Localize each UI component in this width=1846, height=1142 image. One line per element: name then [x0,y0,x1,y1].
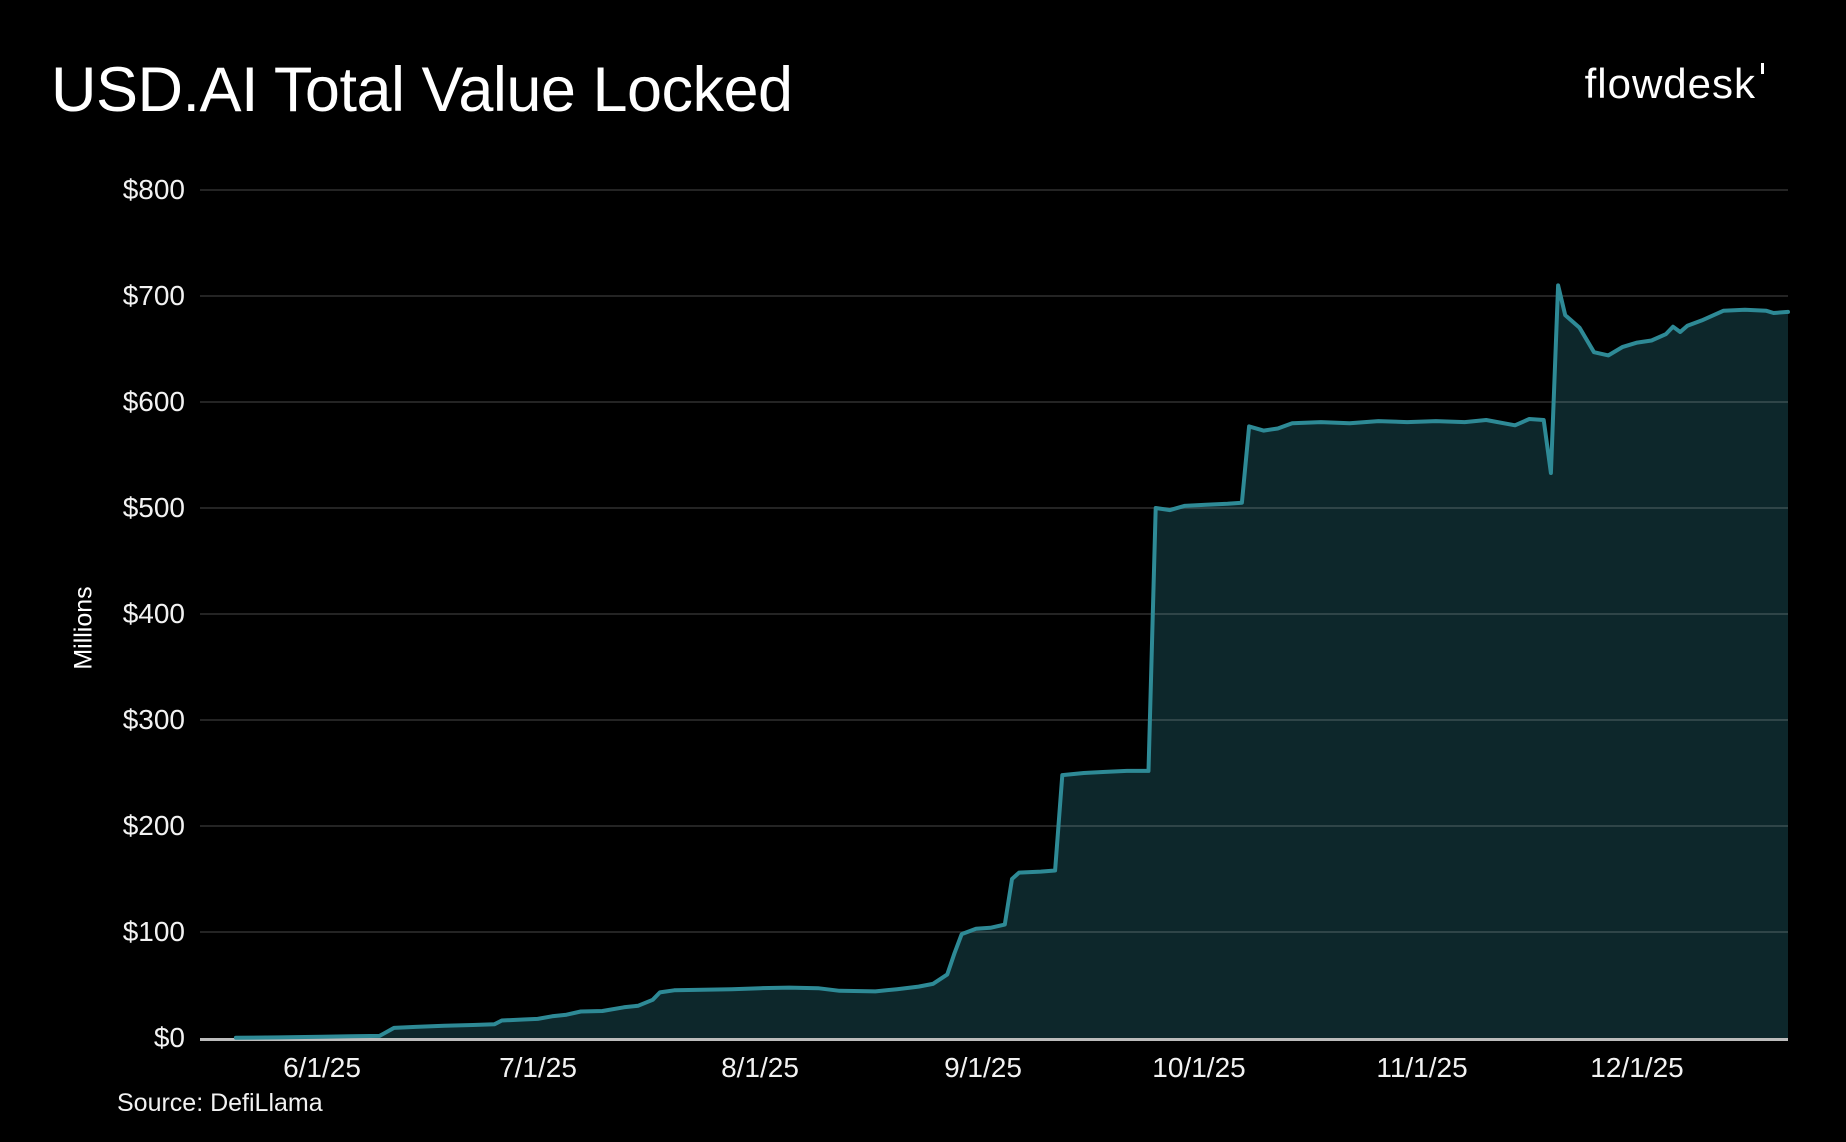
y-tick-label: $600 [122,386,185,417]
y-tick-label: $200 [122,810,185,841]
y-tick-label: $300 [122,704,185,735]
tvl-area-fill [235,285,1788,1038]
x-tick-label: 9/1/25 [944,1052,1022,1083]
x-tick-label: 10/1/25 [1152,1052,1246,1083]
y-tick-label: $500 [122,492,185,523]
source-note: Source: DefiLlama [117,1089,323,1117]
flowdesk-logo-text: flowdesk [1584,60,1756,107]
x-tick-label: 12/1/25 [1590,1052,1684,1083]
y-tick-label: $0 [153,1022,185,1053]
y-tick-label: $700 [122,280,185,311]
tvl-line [233,283,1790,1040]
x-tick-label: 11/1/25 [1376,1052,1468,1083]
y-tick-label: $400 [122,598,185,629]
y-tick-label: $100 [122,916,185,947]
x-tick-label: 6/1/25 [283,1052,361,1083]
y-tick-label: $800 [122,174,185,205]
flowdesk-logo: flowdesk [1585,60,1764,108]
page-title: USD.AI Total Value Locked [51,55,793,125]
x-tick-label: 7/1/25 [499,1052,577,1083]
x-tick-label: 8/1/25 [721,1052,799,1083]
trademark-tick-icon [1761,63,1764,74]
